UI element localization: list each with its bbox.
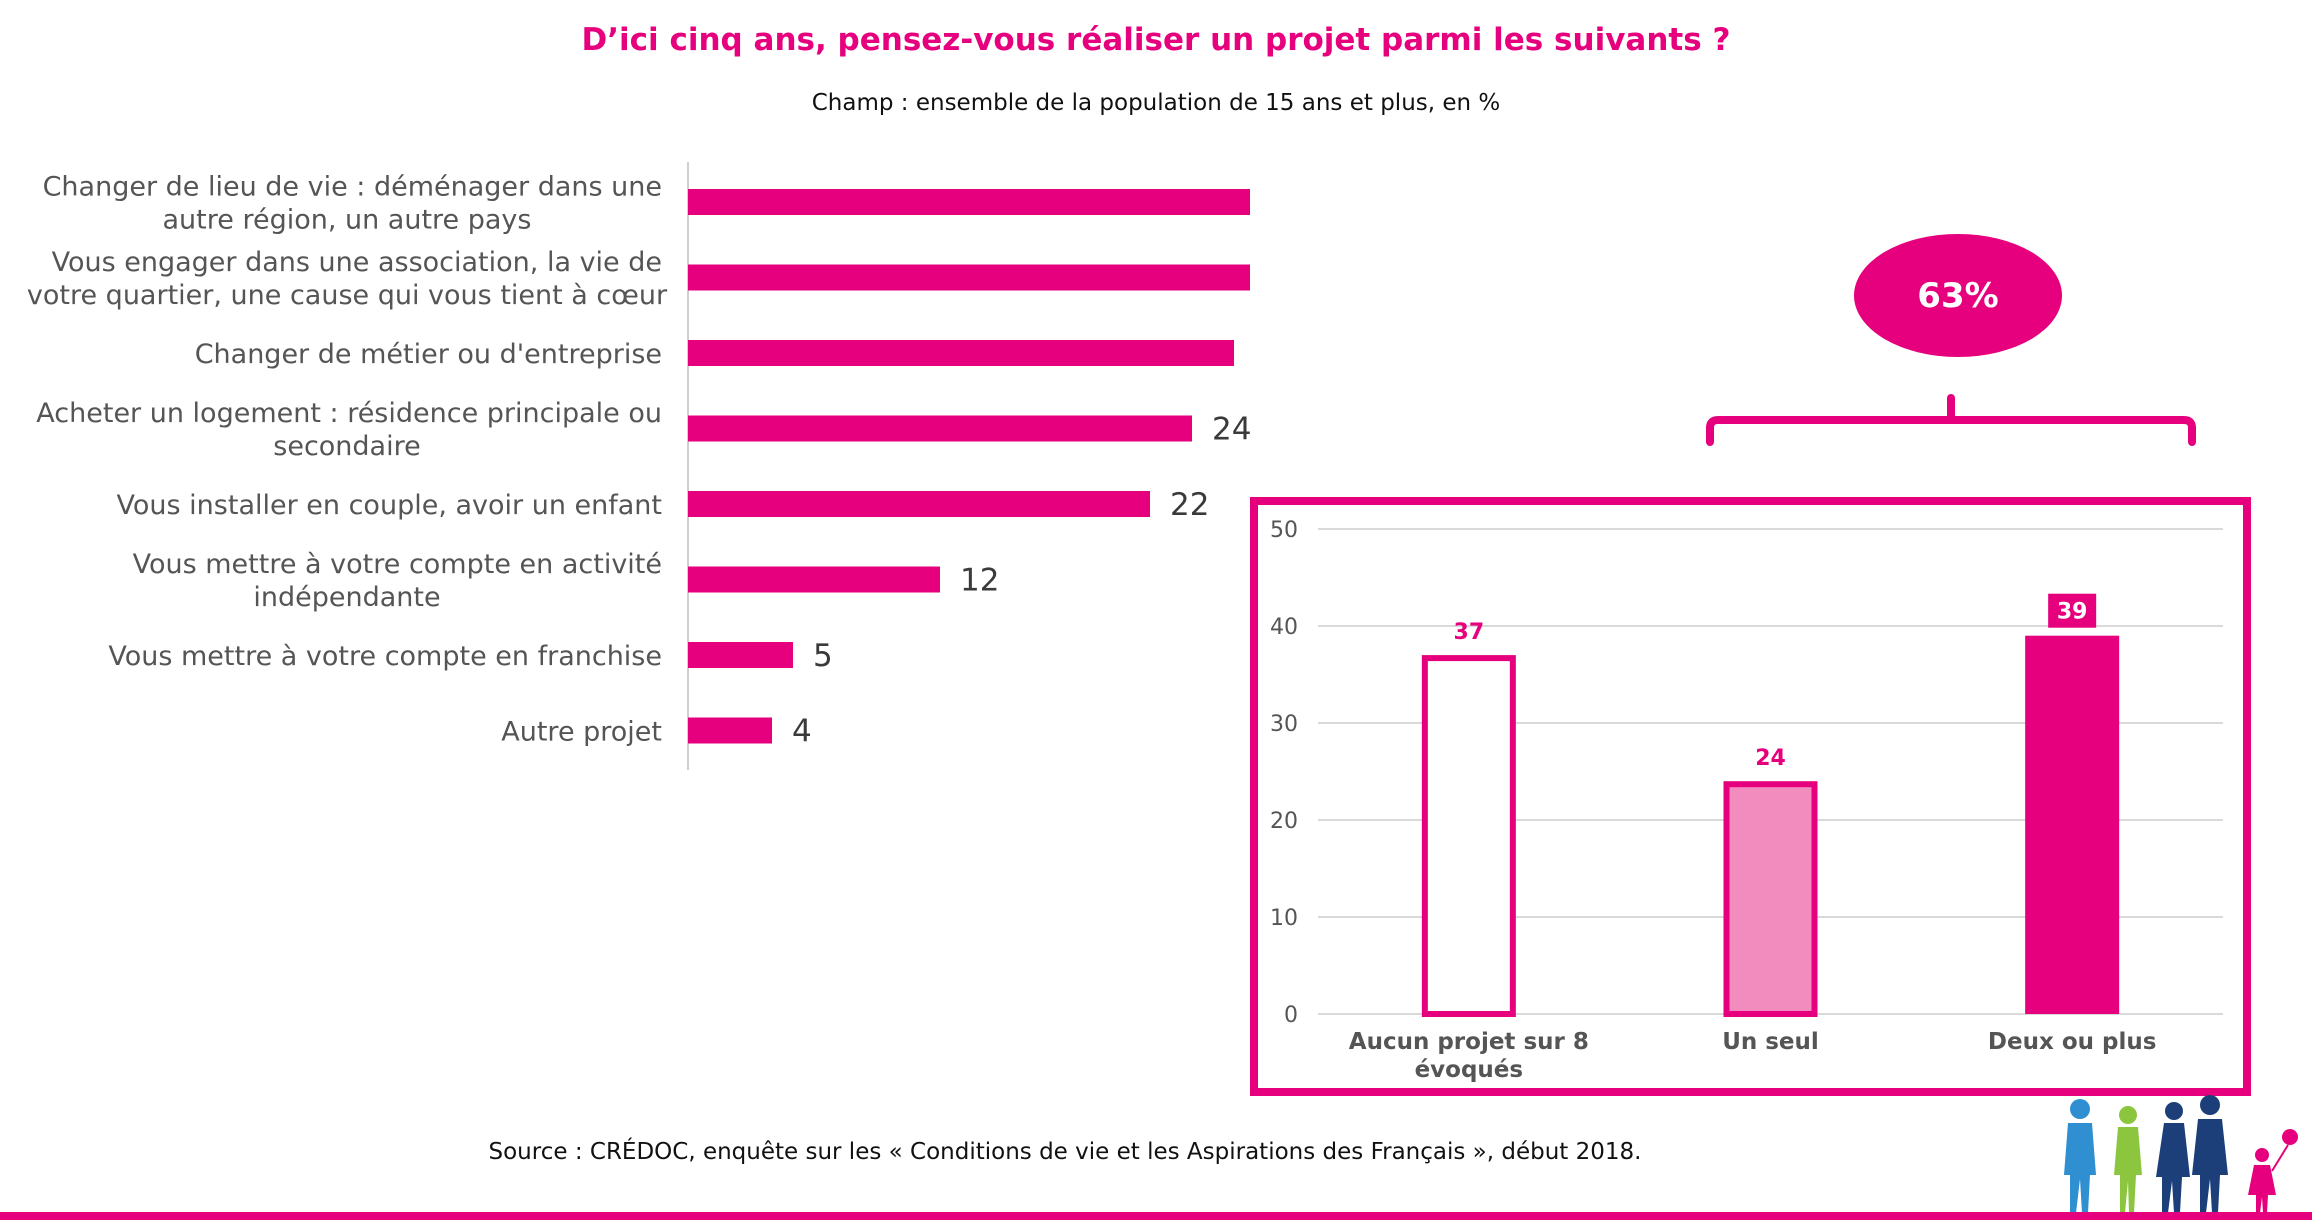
value-label: 4 — [792, 714, 812, 750]
category-label: Changer de lieu de vie : déménager dans … — [43, 172, 662, 203]
bracket-shape — [1706, 394, 2196, 446]
bar — [688, 717, 772, 744]
person-navy-2 — [2192, 1095, 2228, 1213]
projects-bar-chart: 28Changer de lieu de vie : déménager dan… — [27, 162, 1250, 770]
bar — [688, 340, 1234, 366]
category-label: Vous engager dans une association, la vi… — [52, 247, 662, 278]
bar — [688, 566, 940, 593]
category-label: secondaire — [273, 431, 420, 462]
value-label: 24 — [1755, 746, 1786, 771]
bar — [1421, 655, 1516, 1017]
category-label: votre quartier, une cause qui vous tient… — [27, 280, 668, 311]
source-note: Source : CRÉDOC, enquête sur les « Condi… — [488, 1139, 1642, 1165]
person-navy-1 — [2156, 1102, 2190, 1213]
category-label: Acheter un logement : résidence principa… — [36, 398, 662, 429]
category-label: Changer de métier ou d'entreprise — [195, 339, 662, 370]
value-label: 5 — [813, 638, 833, 674]
bar — [2025, 635, 2120, 1014]
y-tick-label: 20 — [1270, 809, 1298, 834]
bar — [688, 491, 1150, 517]
value-label-box — [2048, 593, 2097, 628]
footer-bar — [0, 1212, 2312, 1220]
bar — [1723, 781, 1818, 1018]
value-label: 39 — [2057, 600, 2088, 625]
value-label: 24 — [1212, 412, 1250, 448]
y-tick-label: 30 — [1270, 712, 1298, 737]
bar — [688, 642, 793, 668]
bar — [688, 189, 1250, 215]
category-label: Vous mettre à votre compte en franchise — [108, 641, 662, 672]
y-tick-label: 40 — [1270, 615, 1298, 640]
value-label: 12 — [960, 563, 999, 599]
value-label: 22 — [1170, 487, 1209, 523]
category-label: autre région, un autre pays — [163, 205, 532, 236]
category-label: évoqués — [1415, 1057, 1524, 1083]
chart-subtitle: Champ : ensemble de la population de 15 … — [811, 90, 1501, 116]
bar — [688, 415, 1192, 442]
category-label: Aucun projet sur 8 — [1349, 1029, 1589, 1055]
category-label: Autre projet — [501, 717, 662, 748]
y-tick-label: 50 — [1270, 518, 1298, 543]
category-label: Vous mettre à votre compte en activité — [133, 549, 662, 580]
category-label: Deux ou plus — [1988, 1029, 2157, 1055]
category-label: indépendante — [253, 582, 440, 613]
chart-title: D’ici cinq ans, pensez-vous réaliser un … — [581, 22, 1731, 58]
child-pink — [2248, 1129, 2298, 1213]
category-label: Vous installer en couple, avoir un enfan… — [117, 490, 662, 521]
total-percent-badge: 63% — [1854, 234, 2062, 357]
value-label: 37 — [1454, 620, 1485, 645]
bar — [688, 264, 1250, 291]
person-green — [2114, 1106, 2142, 1213]
person-blue — [2064, 1099, 2096, 1213]
people-illustration — [2064, 1095, 2298, 1213]
y-tick-label: 0 — [1284, 1003, 1298, 1028]
inset-frame — [1250, 497, 2251, 1096]
category-label: Un seul — [1722, 1029, 1819, 1055]
y-tick-label: 10 — [1270, 906, 1298, 931]
